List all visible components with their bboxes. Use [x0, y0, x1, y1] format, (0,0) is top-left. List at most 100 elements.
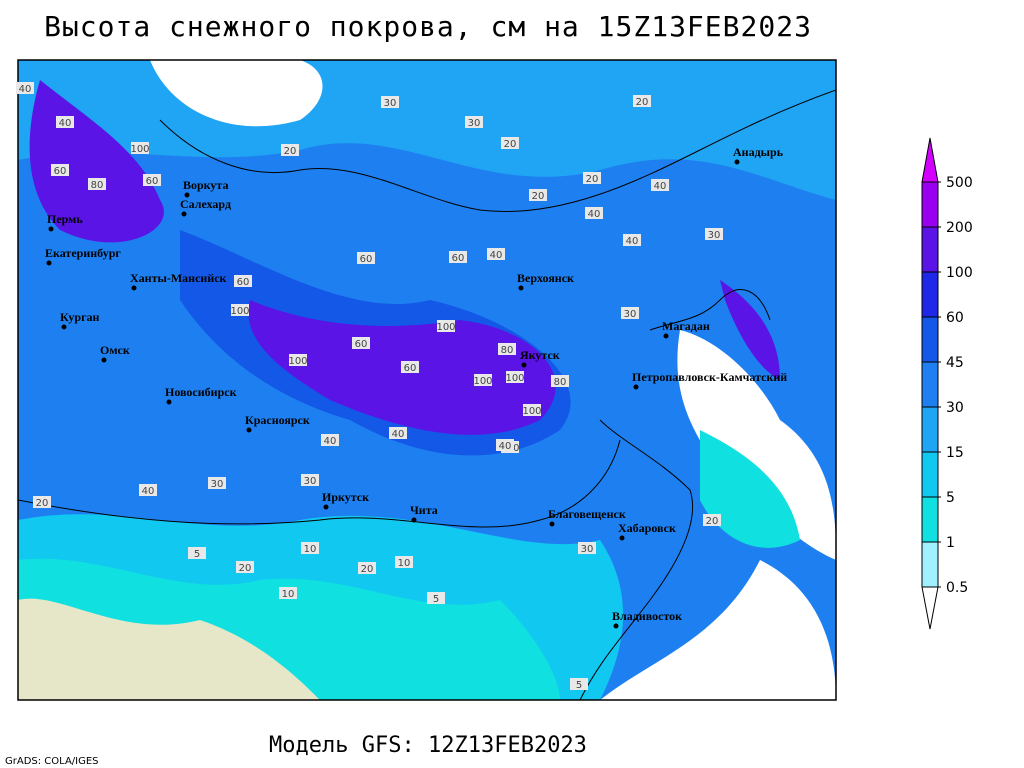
contour-label: 80 — [501, 345, 514, 356]
city-dot — [48, 226, 54, 232]
contour-label: 60 — [360, 254, 373, 265]
city-label: Иркутск — [322, 490, 369, 504]
city-dot — [734, 159, 740, 165]
contour-label: 20 — [239, 563, 252, 574]
city-label: Владивосток — [612, 609, 682, 623]
city-label: Омск — [100, 343, 130, 357]
legend-swatch — [921, 541, 939, 588]
city-dot — [246, 427, 252, 433]
contour-label-bg — [465, 116, 483, 128]
city-dot — [411, 517, 417, 523]
city-label: Ханты-Мансийск — [130, 271, 227, 285]
contour-label-bg — [358, 562, 376, 574]
city-dot — [46, 260, 52, 266]
contour-label: 30 — [708, 230, 721, 241]
contour-label-bg — [496, 439, 514, 451]
legend-swatch — [921, 451, 939, 498]
city-dot — [184, 192, 190, 198]
contour-label-bg — [139, 484, 157, 496]
city-dot — [166, 399, 172, 405]
legend-arrow-low — [921, 586, 939, 630]
contour-label: 100 — [505, 373, 524, 384]
contour-label-bg — [231, 304, 249, 316]
contour-label-bg — [143, 174, 161, 186]
contour-label-bg — [279, 587, 297, 599]
legend-label: 5 — [946, 490, 955, 506]
city-label: Воркута — [183, 178, 228, 192]
contour-label: 40 — [654, 181, 667, 192]
contour-label-bg — [301, 474, 319, 486]
legend-swatch — [921, 496, 939, 543]
contour-label-bg — [33, 496, 51, 508]
legend-label: 1 — [946, 535, 955, 551]
city-dot — [323, 504, 329, 510]
legend-label: 500 — [946, 175, 973, 191]
legend-swatch — [921, 181, 939, 228]
contour-label-bg — [51, 164, 69, 176]
legend-swatch — [921, 316, 939, 363]
legend-label: 60 — [946, 310, 964, 326]
city-label: Чита — [410, 503, 438, 517]
contour-label-bg — [16, 82, 34, 94]
legend-label: 0.5 — [946, 580, 968, 596]
contour-label: 5 — [576, 680, 582, 691]
contour-label-bg — [301, 542, 319, 554]
contour-label: 30 — [468, 118, 481, 129]
contour-label: 40 — [142, 486, 155, 497]
city-dot — [518, 285, 524, 291]
contour-label: 100 — [288, 356, 307, 367]
contour-label-bg — [389, 427, 407, 439]
contour-label: 30 — [624, 309, 637, 320]
city-dot — [663, 333, 669, 339]
contour-label: 40 — [588, 209, 601, 220]
contour-label-bg — [570, 678, 588, 690]
contour-label-bg — [623, 234, 641, 246]
legend-swatch — [921, 361, 939, 408]
contour-label: 40 — [490, 250, 503, 261]
city-dot — [633, 384, 639, 390]
contour-label: 10 — [398, 558, 411, 569]
contour-label: 60 — [355, 339, 368, 350]
contour-label: 100 — [436, 322, 455, 333]
contour-label-bg — [529, 189, 547, 201]
city-label: Красноярск — [245, 413, 310, 427]
contour-label-bg — [56, 116, 74, 128]
contour-label: 20 — [284, 146, 297, 157]
contour-label-bg — [188, 547, 206, 559]
contour-label: 20 — [36, 498, 49, 509]
city-label: Пермь — [47, 212, 83, 226]
city-label: Якутск — [520, 348, 560, 362]
contour-label: 40 — [324, 436, 337, 447]
city-dot — [549, 521, 555, 527]
city-dot — [521, 362, 527, 368]
contour-label-bg — [705, 228, 723, 240]
contour-label-bg — [352, 337, 370, 349]
contour-label: 60 — [146, 176, 159, 187]
contour-label: 80 — [91, 180, 104, 191]
contour-label: 20 — [361, 564, 374, 575]
city-label: Петропавловск-Камчатский — [632, 370, 787, 384]
contour-label-bg — [585, 207, 603, 219]
contour-label-bg — [236, 561, 254, 573]
city-label: Екатеринбург — [45, 246, 121, 260]
city-label: Благовещенск — [548, 507, 626, 521]
legend-label: 100 — [946, 265, 973, 281]
contour-label: 100 — [230, 306, 249, 317]
city-dot — [613, 623, 619, 629]
contour-label: 20 — [532, 191, 545, 202]
contour-label: 60 — [452, 253, 465, 264]
city-label: Верхоянск — [517, 271, 574, 285]
contour-label-bg — [583, 172, 601, 184]
map-title: Высота снежного покрова, см на 15Z13FEB2… — [44, 10, 812, 43]
contour-label-bg — [321, 434, 339, 446]
city-dot — [181, 211, 187, 217]
contour-label: 100 — [473, 376, 492, 387]
contour-label-bg — [578, 542, 596, 554]
contour-label-bg — [208, 477, 226, 489]
contour-label-bg — [281, 144, 299, 156]
contour-label-bg — [234, 275, 252, 287]
contour-label-bg — [633, 95, 651, 107]
contour-label-bg — [498, 343, 516, 355]
contour-label-bg — [381, 96, 399, 108]
city-dot — [619, 535, 625, 541]
